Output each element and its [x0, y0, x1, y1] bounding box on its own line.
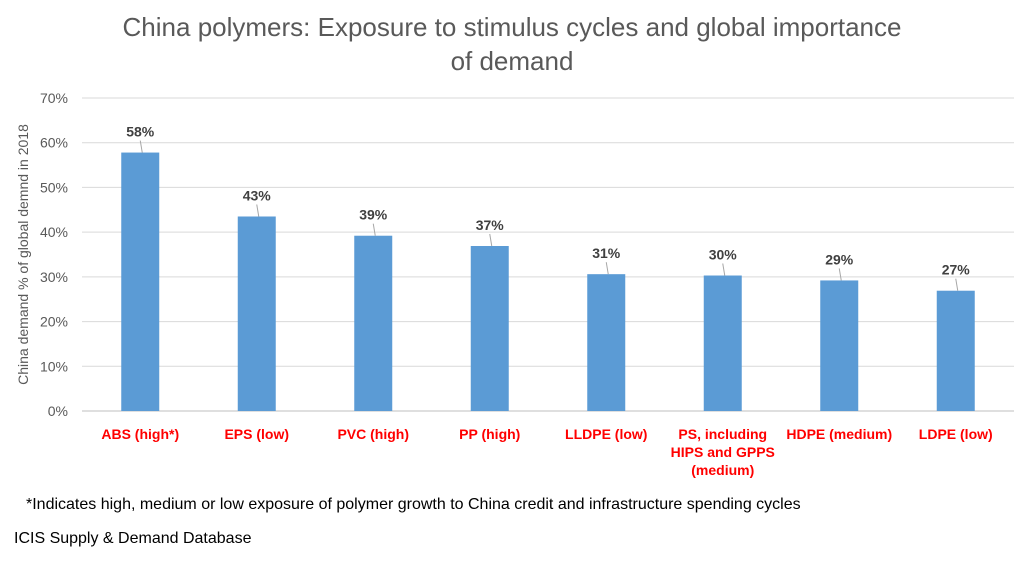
- data-label: 27%: [942, 262, 971, 278]
- bar: [237, 216, 276, 411]
- data-label: 43%: [243, 187, 272, 203]
- bar: [820, 280, 859, 411]
- x-tick-label: (medium): [691, 462, 754, 478]
- bar-chart: 0% 10% 20% 30% 40% 50% 60% 70% China demand % of…: [15, 90, 1014, 478]
- data-label-leader: [605, 262, 609, 275]
- y-axis-label: China demand % of global demnd in 2018: [15, 124, 31, 385]
- bar: [936, 290, 975, 411]
- data-label: 58%: [126, 124, 155, 140]
- x-tick-label: PP (high): [459, 426, 520, 442]
- y-tick-label: 0%: [48, 403, 68, 419]
- chart-title-line-2: of demand: [450, 46, 574, 76]
- footnote: *Indicates high, medium or low exposure …: [26, 496, 801, 513]
- y-tick-label: 20%: [40, 314, 68, 330]
- x-tick-label: PS, including: [678, 426, 767, 442]
- data-label: 37%: [476, 217, 505, 233]
- bar: [587, 274, 626, 411]
- y-tick-label: 40%: [40, 224, 68, 240]
- x-tick-label: EPS (low): [224, 426, 289, 442]
- data-label: 31%: [592, 245, 621, 261]
- bar: [121, 152, 160, 411]
- source-note: ICIS Supply & Demand Database: [14, 530, 252, 547]
- y-tick-label: 70%: [40, 90, 68, 106]
- bar: [703, 275, 742, 411]
- data-label-leader: [139, 140, 143, 153]
- y-tick-label: 50%: [40, 179, 68, 195]
- bar: [470, 246, 509, 411]
- y-tick-label: 10%: [40, 358, 68, 374]
- chart-title: China polymers: Exposure to stimulus cyc…: [0, 10, 1024, 78]
- data-label-leader: [722, 263, 726, 276]
- x-tick-label: LLDPE (low): [565, 426, 647, 442]
- x-tick-label: LDPE (low): [919, 426, 993, 442]
- data-label-leader: [838, 268, 842, 281]
- y-tick-label: 60%: [40, 135, 68, 151]
- y-tick-label: 30%: [40, 269, 68, 285]
- data-label-leader: [489, 233, 493, 247]
- data-label-leader: [372, 223, 376, 236]
- data-label: 29%: [825, 251, 854, 267]
- data-label: 39%: [359, 207, 388, 223]
- chart-title-line-1: China polymers: Exposure to stimulus cyc…: [122, 12, 902, 42]
- bar: [354, 235, 393, 411]
- data-label-leader: [256, 204, 260, 217]
- data-label-leader: [955, 278, 959, 291]
- x-tick-label: HDPE (medium): [786, 426, 892, 442]
- x-tick-label: PVC (high): [337, 426, 409, 442]
- data-label: 30%: [709, 247, 738, 263]
- x-tick-label: ABS (high*): [101, 426, 179, 442]
- x-tick-label: HIPS and GPPS: [671, 444, 775, 460]
